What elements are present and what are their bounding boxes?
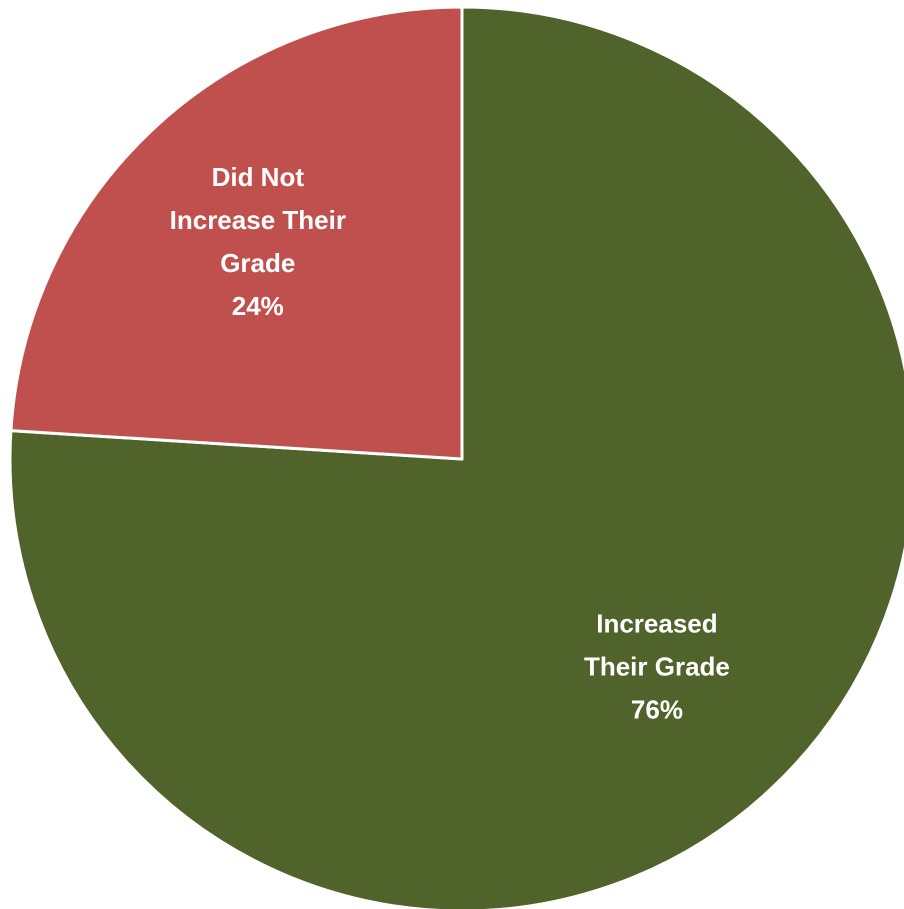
slice-category-label-line: Their Grade [584,652,730,682]
slice-category-label-line: Did Not [212,162,305,192]
slice-category-label-line: Grade [220,248,295,278]
slice-label-0: Increased Their Grade 76% [584,609,730,725]
slice-category-label-line: Increase Their [170,205,346,235]
slice-value-label: 76% [631,695,683,725]
slice-value-label: 24% [232,291,284,321]
slice-label-1: Did Not Increase Their Grade 24% [170,162,346,321]
pie-slice-1 [9,5,464,461]
slice-category-label-line: Increased [596,609,717,639]
pie-slice-0 [8,5,904,909]
labels-layer: Increased Their Grade 76% Did Not Increase T… [170,162,730,725]
slices-layer [8,5,904,909]
